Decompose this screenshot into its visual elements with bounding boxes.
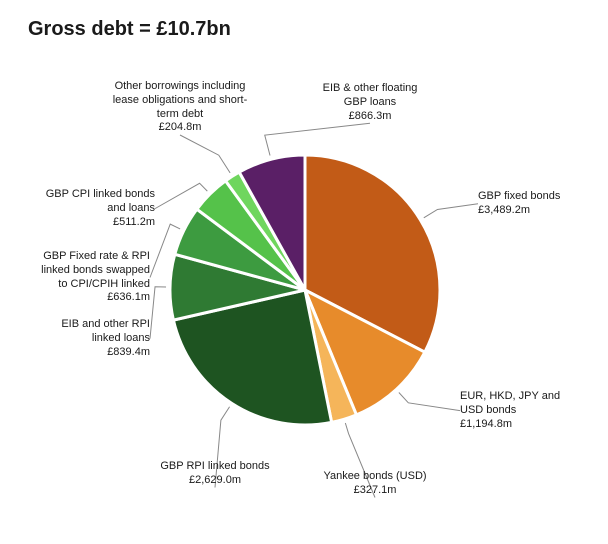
- slice-label: GBP Fixed rate & RPI linked bonds swappe…: [10, 250, 150, 305]
- leader-line: [150, 287, 166, 339]
- slice-label: EIB and other RPI linked loans £839.4m: [20, 318, 150, 359]
- slice-label: Yankee bonds (USD) £327.1m: [310, 470, 440, 498]
- leader-line: [424, 204, 478, 218]
- slice-label: EUR, HKD, JPY and USD bonds £1,194.8m: [460, 390, 580, 431]
- slice-label: GBP fixed bonds £3,489.2m: [478, 190, 588, 218]
- leader-line: [399, 393, 460, 411]
- slice-label: Other borrowings including lease obligat…: [90, 80, 270, 135]
- leader-line: [265, 123, 370, 155]
- slice-label: GBP RPI linked bonds £2,629.0m: [140, 460, 290, 488]
- slice-label: EIB & other floating GBP loans £866.3m: [300, 82, 440, 123]
- leader-line: [180, 135, 230, 173]
- slice-label: GBP CPI linked bonds and loans £511.2m: [15, 188, 155, 229]
